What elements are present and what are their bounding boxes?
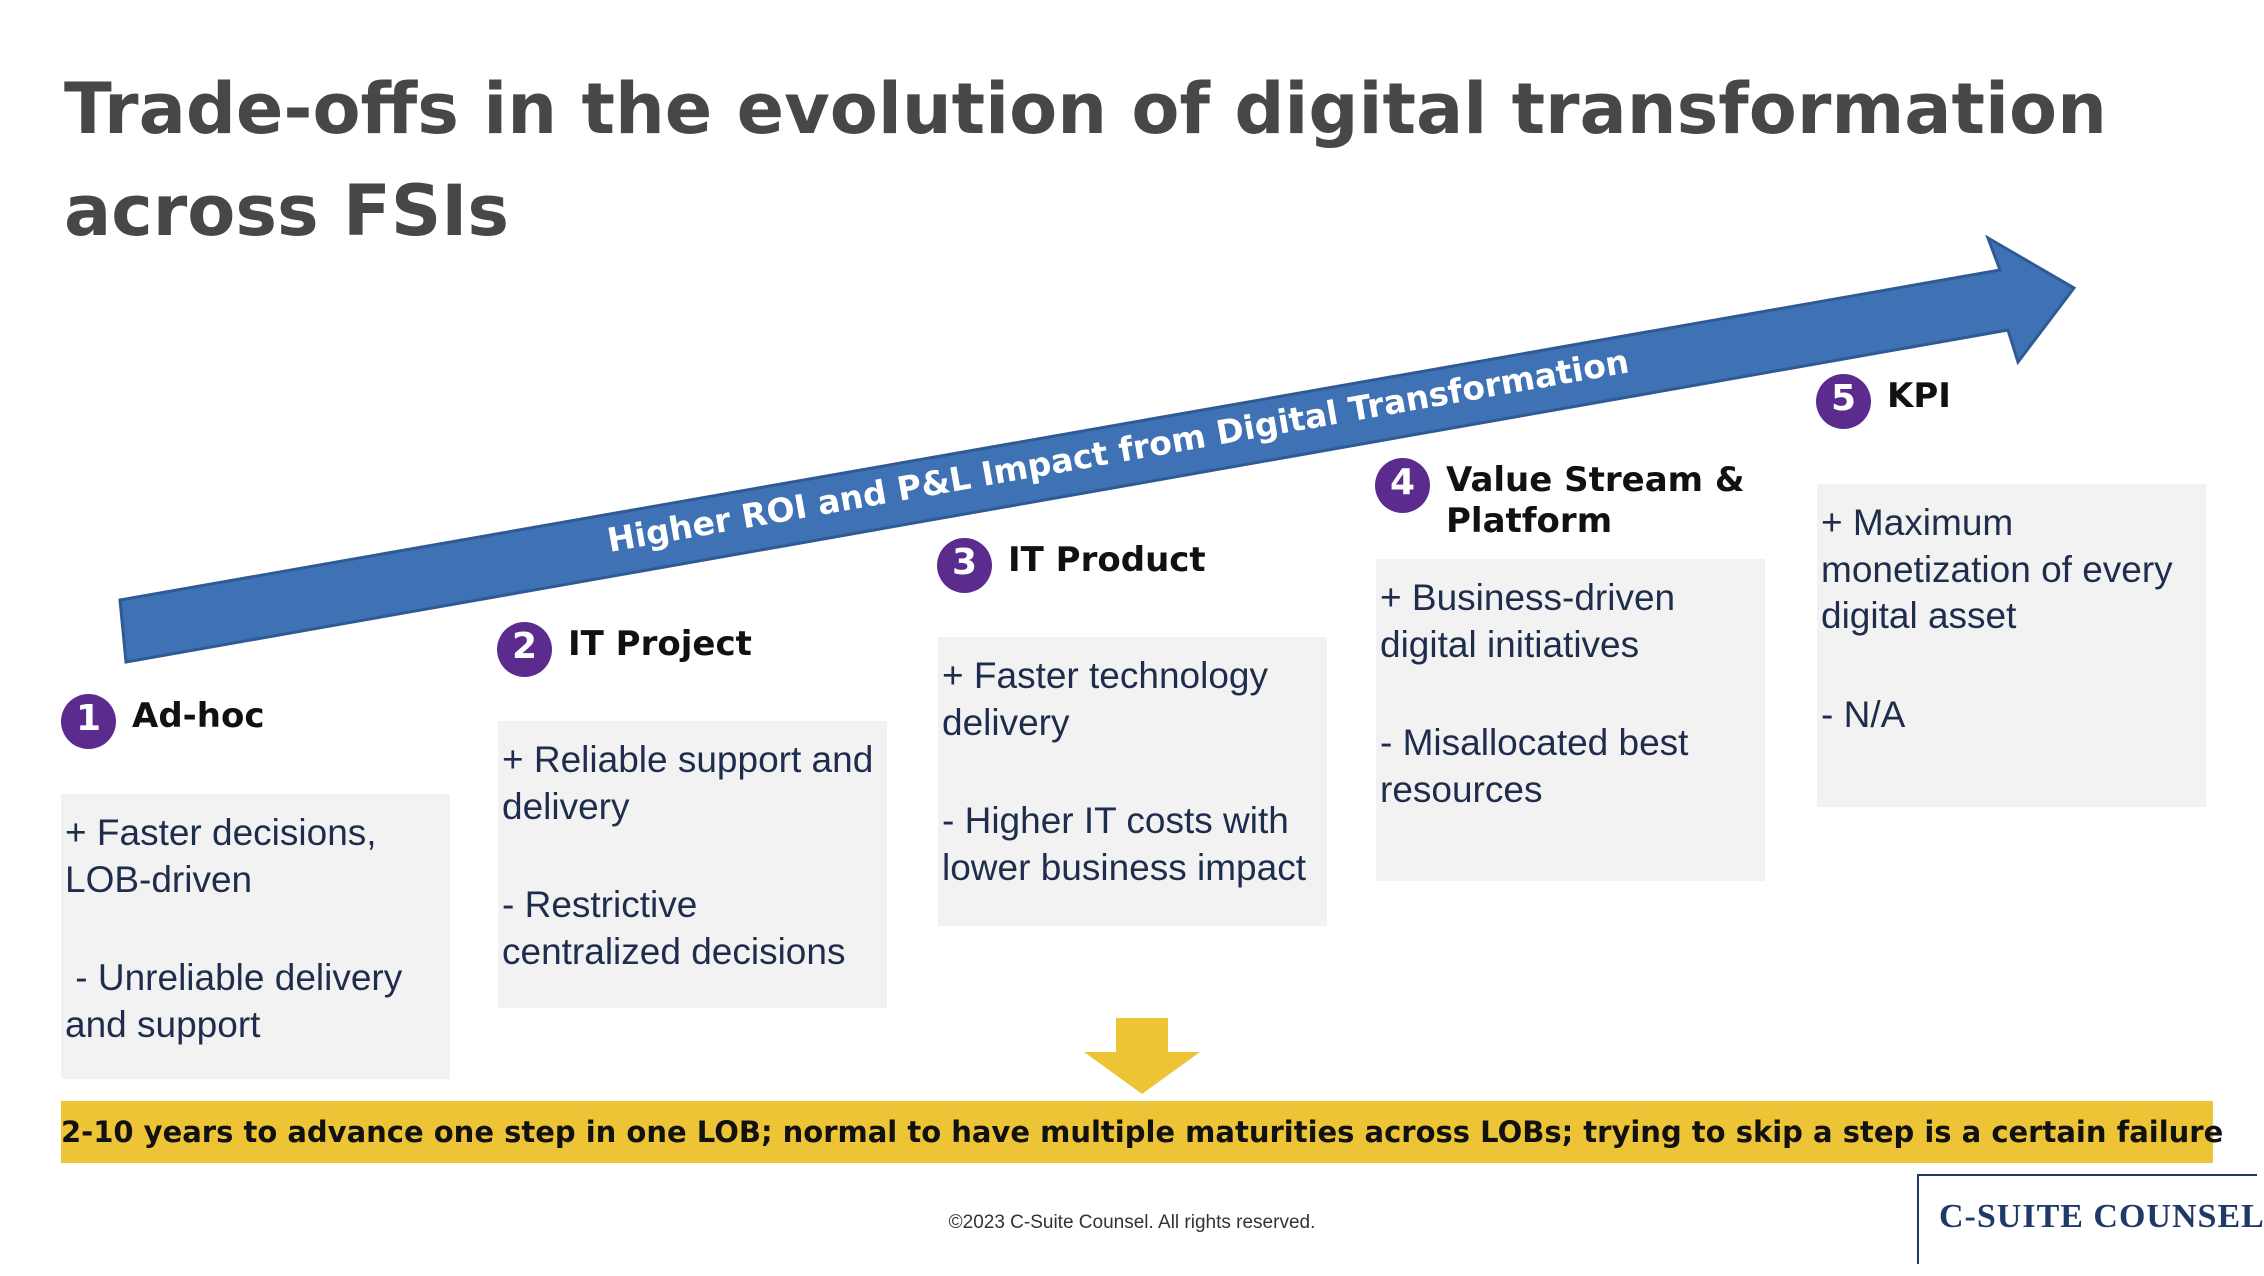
stage-1-header: 1 Ad-hoc xyxy=(61,694,264,749)
stage-number-badge: 2 xyxy=(497,622,552,677)
stage-number-badge: 3 xyxy=(937,538,992,593)
summary-banner: 2-10 years to advance one step in one LO… xyxy=(61,1101,2223,1163)
stage-con: - N/A xyxy=(1821,693,1906,735)
stage-pro: + Reliable support and delivery xyxy=(502,739,884,827)
roi-arrow-shape xyxy=(118,234,2077,664)
stage-pro: + Maximum monetization of every digital … xyxy=(1821,502,2183,636)
stage-2-header: 2 IT Project xyxy=(497,622,752,677)
stage-con: - Unreliable delivery and support xyxy=(65,957,413,1045)
stage-3-tradeoffs: + Faster technology delivery - Higher IT… xyxy=(938,637,1327,926)
stage-number-badge: 5 xyxy=(1816,374,1871,429)
stage-pro: + Faster decisions, LOB-driven xyxy=(65,812,387,900)
stage-pro: + Business-driven digital initiatives xyxy=(1380,577,1686,665)
stage-2-tradeoffs: + Reliable support and delivery - Restri… xyxy=(498,721,887,1008)
stage-number-badge: 4 xyxy=(1375,458,1430,513)
stage-con: - Restrictive centralized decisions xyxy=(502,884,846,972)
stage-title: Value Stream & Platform xyxy=(1446,460,1745,541)
logo-text: C-SUITE COUNSEL xyxy=(1939,1198,2264,1235)
down-arrow-icon xyxy=(1084,1018,1200,1094)
stage-con: - Misallocated best resources xyxy=(1380,722,1699,810)
stage-4-header: 4 Value Stream & Platform xyxy=(1375,458,1776,542)
stage-3-header: 3 IT Product xyxy=(937,538,1206,593)
stage-4-tradeoffs: + Business-driven digital initiatives - … xyxy=(1376,559,1765,881)
stage-title: IT Project xyxy=(568,624,752,664)
stage-1-tradeoffs: + Faster decisions, LOB-driven - Unrelia… xyxy=(61,794,450,1079)
stage-pro: + Faster technology delivery xyxy=(942,655,1279,743)
page-title: Trade-offs in the evolution of digital t… xyxy=(64,68,2107,252)
stage-5-tradeoffs: + Maximum monetization of every digital … xyxy=(1817,484,2206,807)
stage-number-badge: 1 xyxy=(61,694,116,749)
stage-title: KPI xyxy=(1887,376,1951,416)
stage-5-header: 5 KPI xyxy=(1816,374,1951,429)
copyright-text: ©2023 C-Suite Counsel. All rights reserv… xyxy=(948,1212,1316,1233)
stage-con: - Higher IT costs with lower business im… xyxy=(942,800,1306,888)
roi-impact-arrow: Higher ROI and P&L Impact from Digital T… xyxy=(118,234,2077,664)
company-logo: C-SUITE COUNSEL xyxy=(1917,1174,2264,1264)
stage-title: Ad-hoc xyxy=(132,696,265,736)
stage-title: IT Product xyxy=(1008,540,1206,580)
